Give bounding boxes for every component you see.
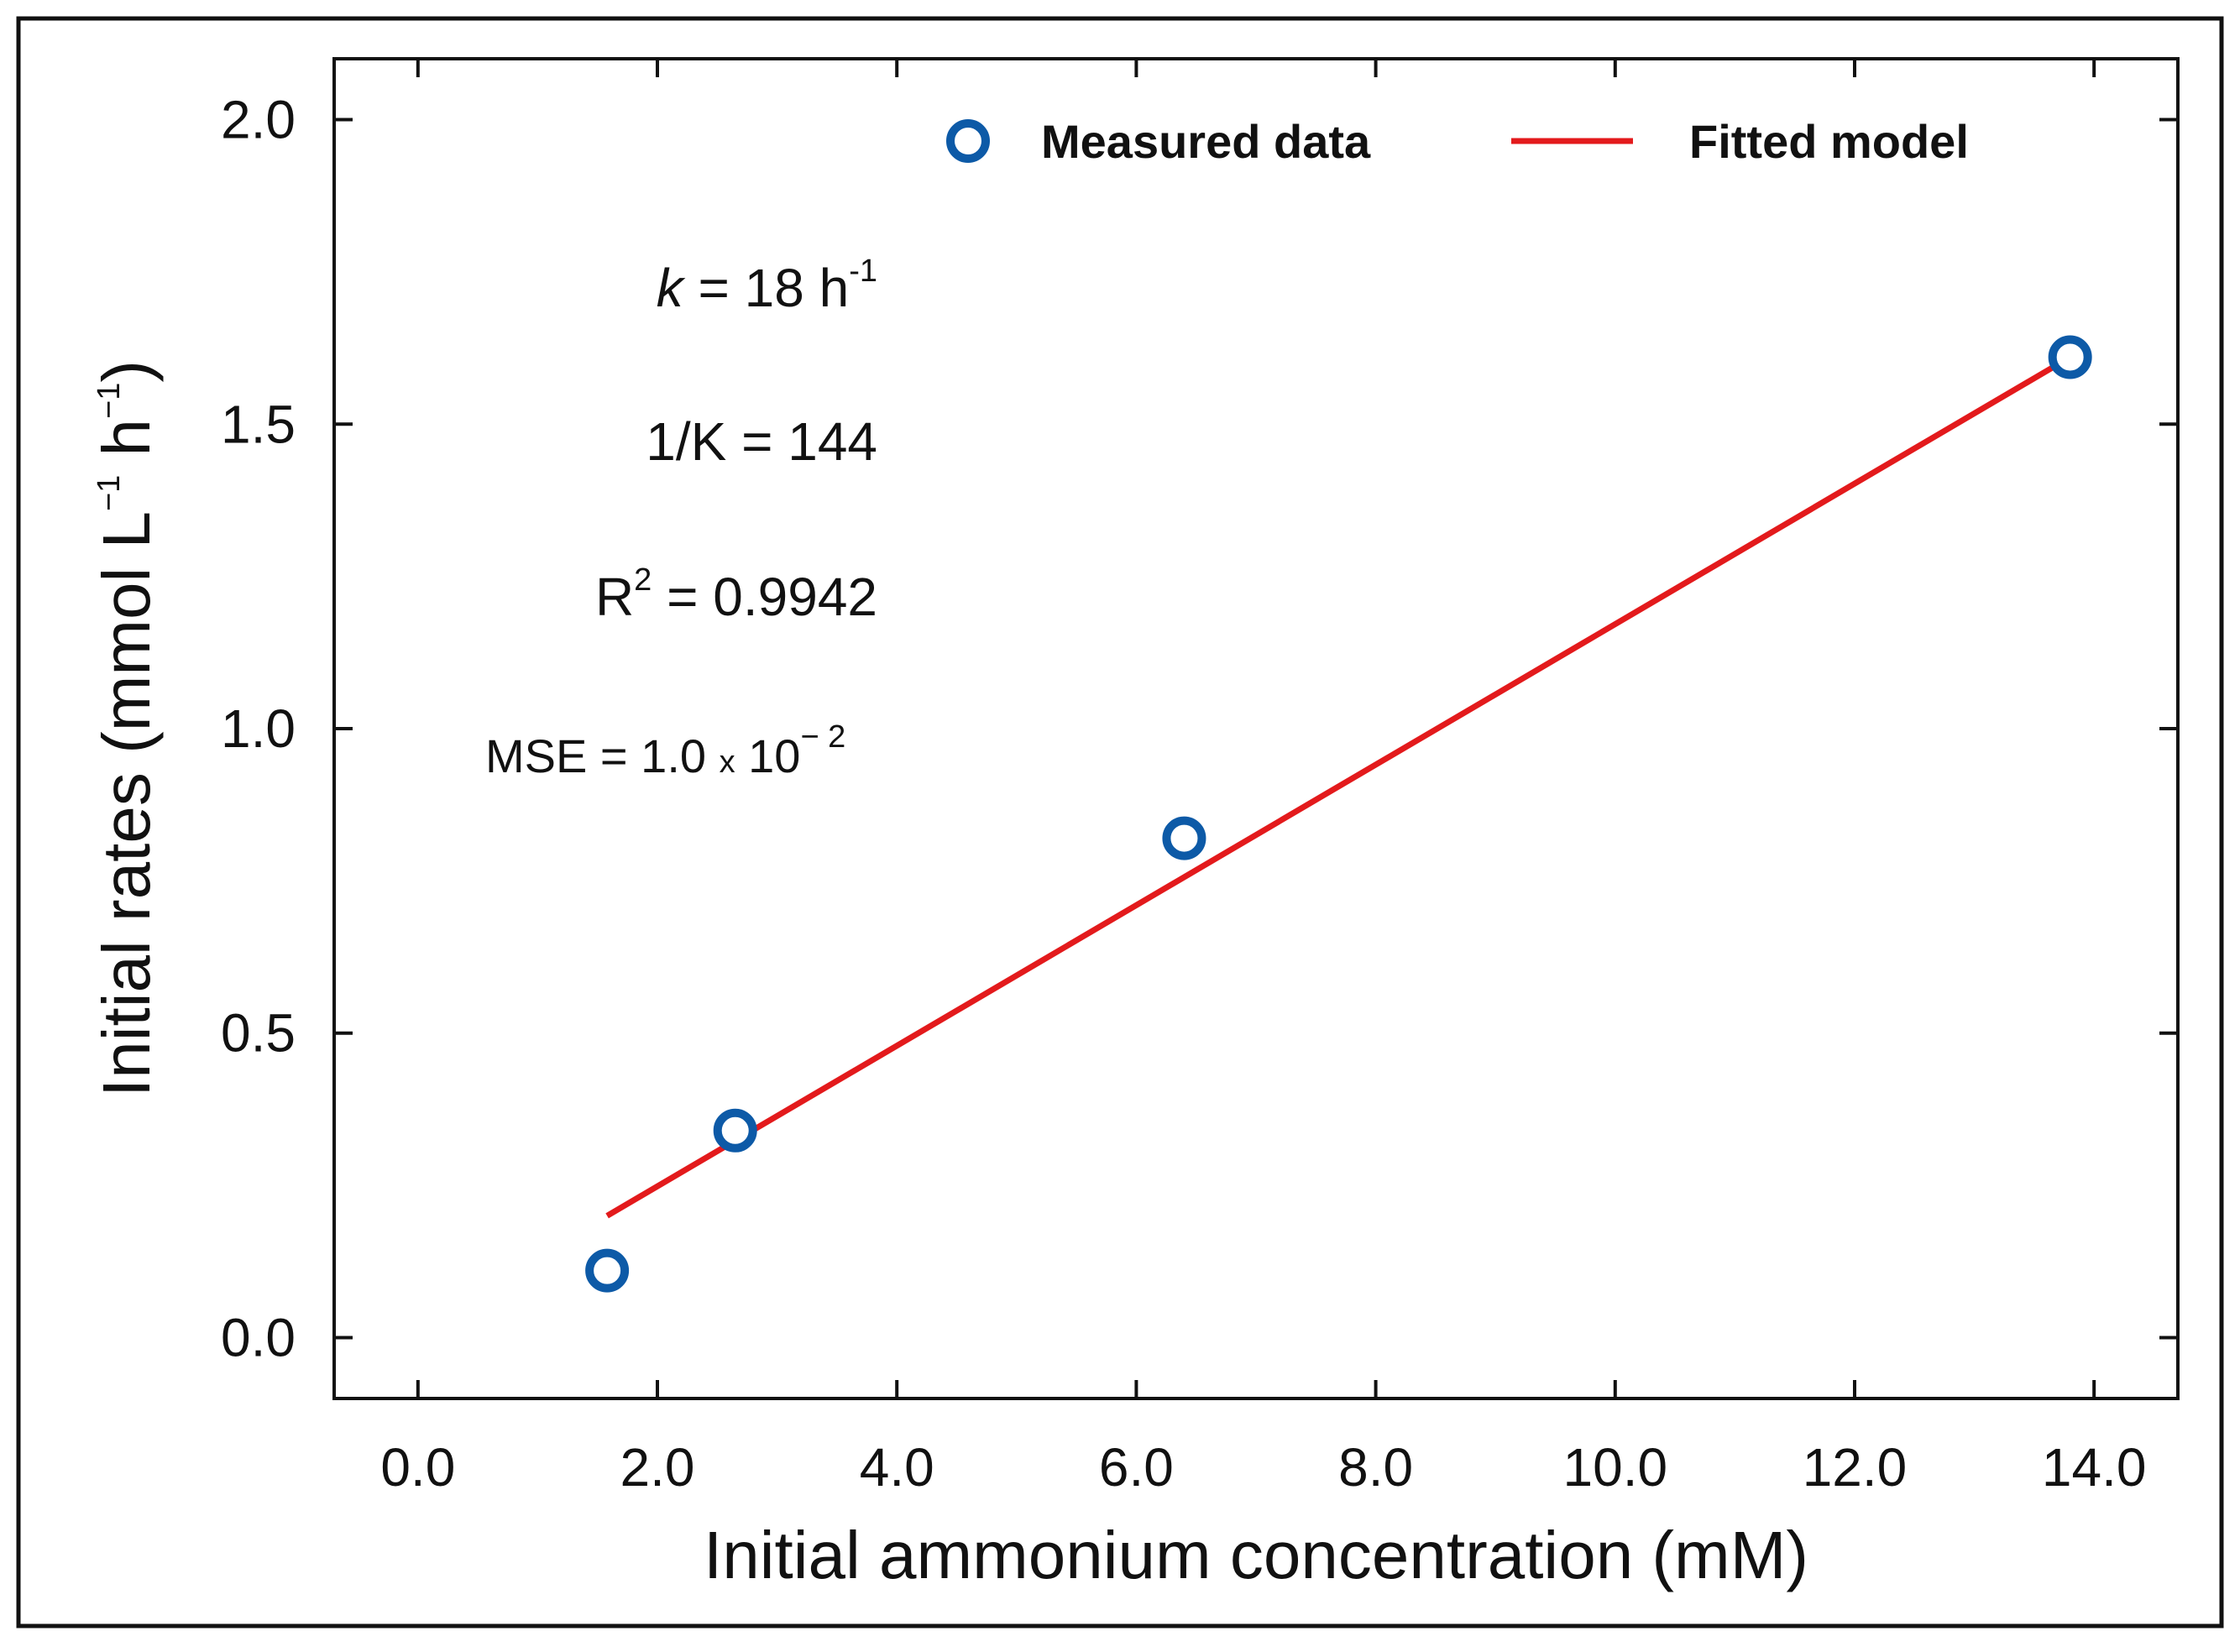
x-tick-label: 6.0 (1099, 1437, 1174, 1498)
y-axis-title-group: Initial rates (mmol L−1 h−1) (89, 360, 164, 1097)
legend-marker-measured (946, 119, 990, 163)
annotation-mse: MSE = 1.0 x 10− 2 (485, 719, 845, 782)
x-tick-label: 8.0 (1338, 1437, 1413, 1498)
fitted-model-line (605, 354, 2072, 1219)
x-tick-label: 0.0 (380, 1437, 455, 1498)
y-tick-label: 1.5 (221, 394, 296, 454)
measured-data-layer (585, 335, 2092, 1293)
x-tick-label: 10.0 (1563, 1437, 1668, 1498)
y-axis-title-sup-2: −1 (92, 383, 127, 419)
x-tick-label: 4.0 (860, 1437, 934, 1498)
y-tick-label: 0.5 (221, 1003, 296, 1064)
y-axis-title-main: Initial rates (mmol L (89, 511, 164, 1097)
figure-border (16, 16, 2224, 1628)
x-tick-label: 2.0 (620, 1437, 695, 1498)
legend-label-measured: Measured data (1041, 115, 1371, 168)
x-axis-ticks: 0.0 2.0 4.0 6.0 8.0 10.0 12.0 14.0 (380, 59, 2146, 1498)
measured-data-point (713, 1108, 757, 1153)
fit-annotations: k = 18 h-1 1/K = 144 R2 = 0.9942 MSE = 1… (485, 254, 877, 782)
measured-data-point (1162, 816, 1206, 860)
y-axis-title-sup-1: −1 (92, 475, 127, 511)
y-tick-label: 0.0 (221, 1307, 296, 1367)
legend: Measured data Fitted model (946, 115, 1969, 168)
annotation-k: k = 18 h-1 (657, 254, 877, 318)
y-axis-title: Initial rates (mmol L−1 h−1) (89, 360, 164, 1097)
y-tick-label: 2.0 (221, 90, 296, 150)
x-axis-title: Initial ammonium concentration (mM) (704, 1518, 1808, 1592)
fitted-model-layer (605, 354, 2072, 1219)
y-axis-ticks: 0.0 0.5 1.0 1.5 2.0 (221, 90, 2178, 1367)
x-tick-label: 14.0 (2042, 1437, 2147, 1498)
measured-data-point (585, 1248, 630, 1293)
measured-data-point (2048, 335, 2092, 379)
y-axis-title-h: h (89, 419, 164, 475)
y-tick-label: 1.0 (221, 698, 296, 759)
annotation-inv-k: 1/K = 144 (646, 411, 877, 472)
y-axis-title-close: ) (89, 360, 164, 383)
plot-frame (332, 57, 2180, 1400)
x-tick-label: 12.0 (1803, 1437, 1908, 1498)
annotation-r2: R2 = 0.9942 (595, 562, 877, 627)
legend-label-fitted: Fitted model (1689, 115, 1969, 168)
